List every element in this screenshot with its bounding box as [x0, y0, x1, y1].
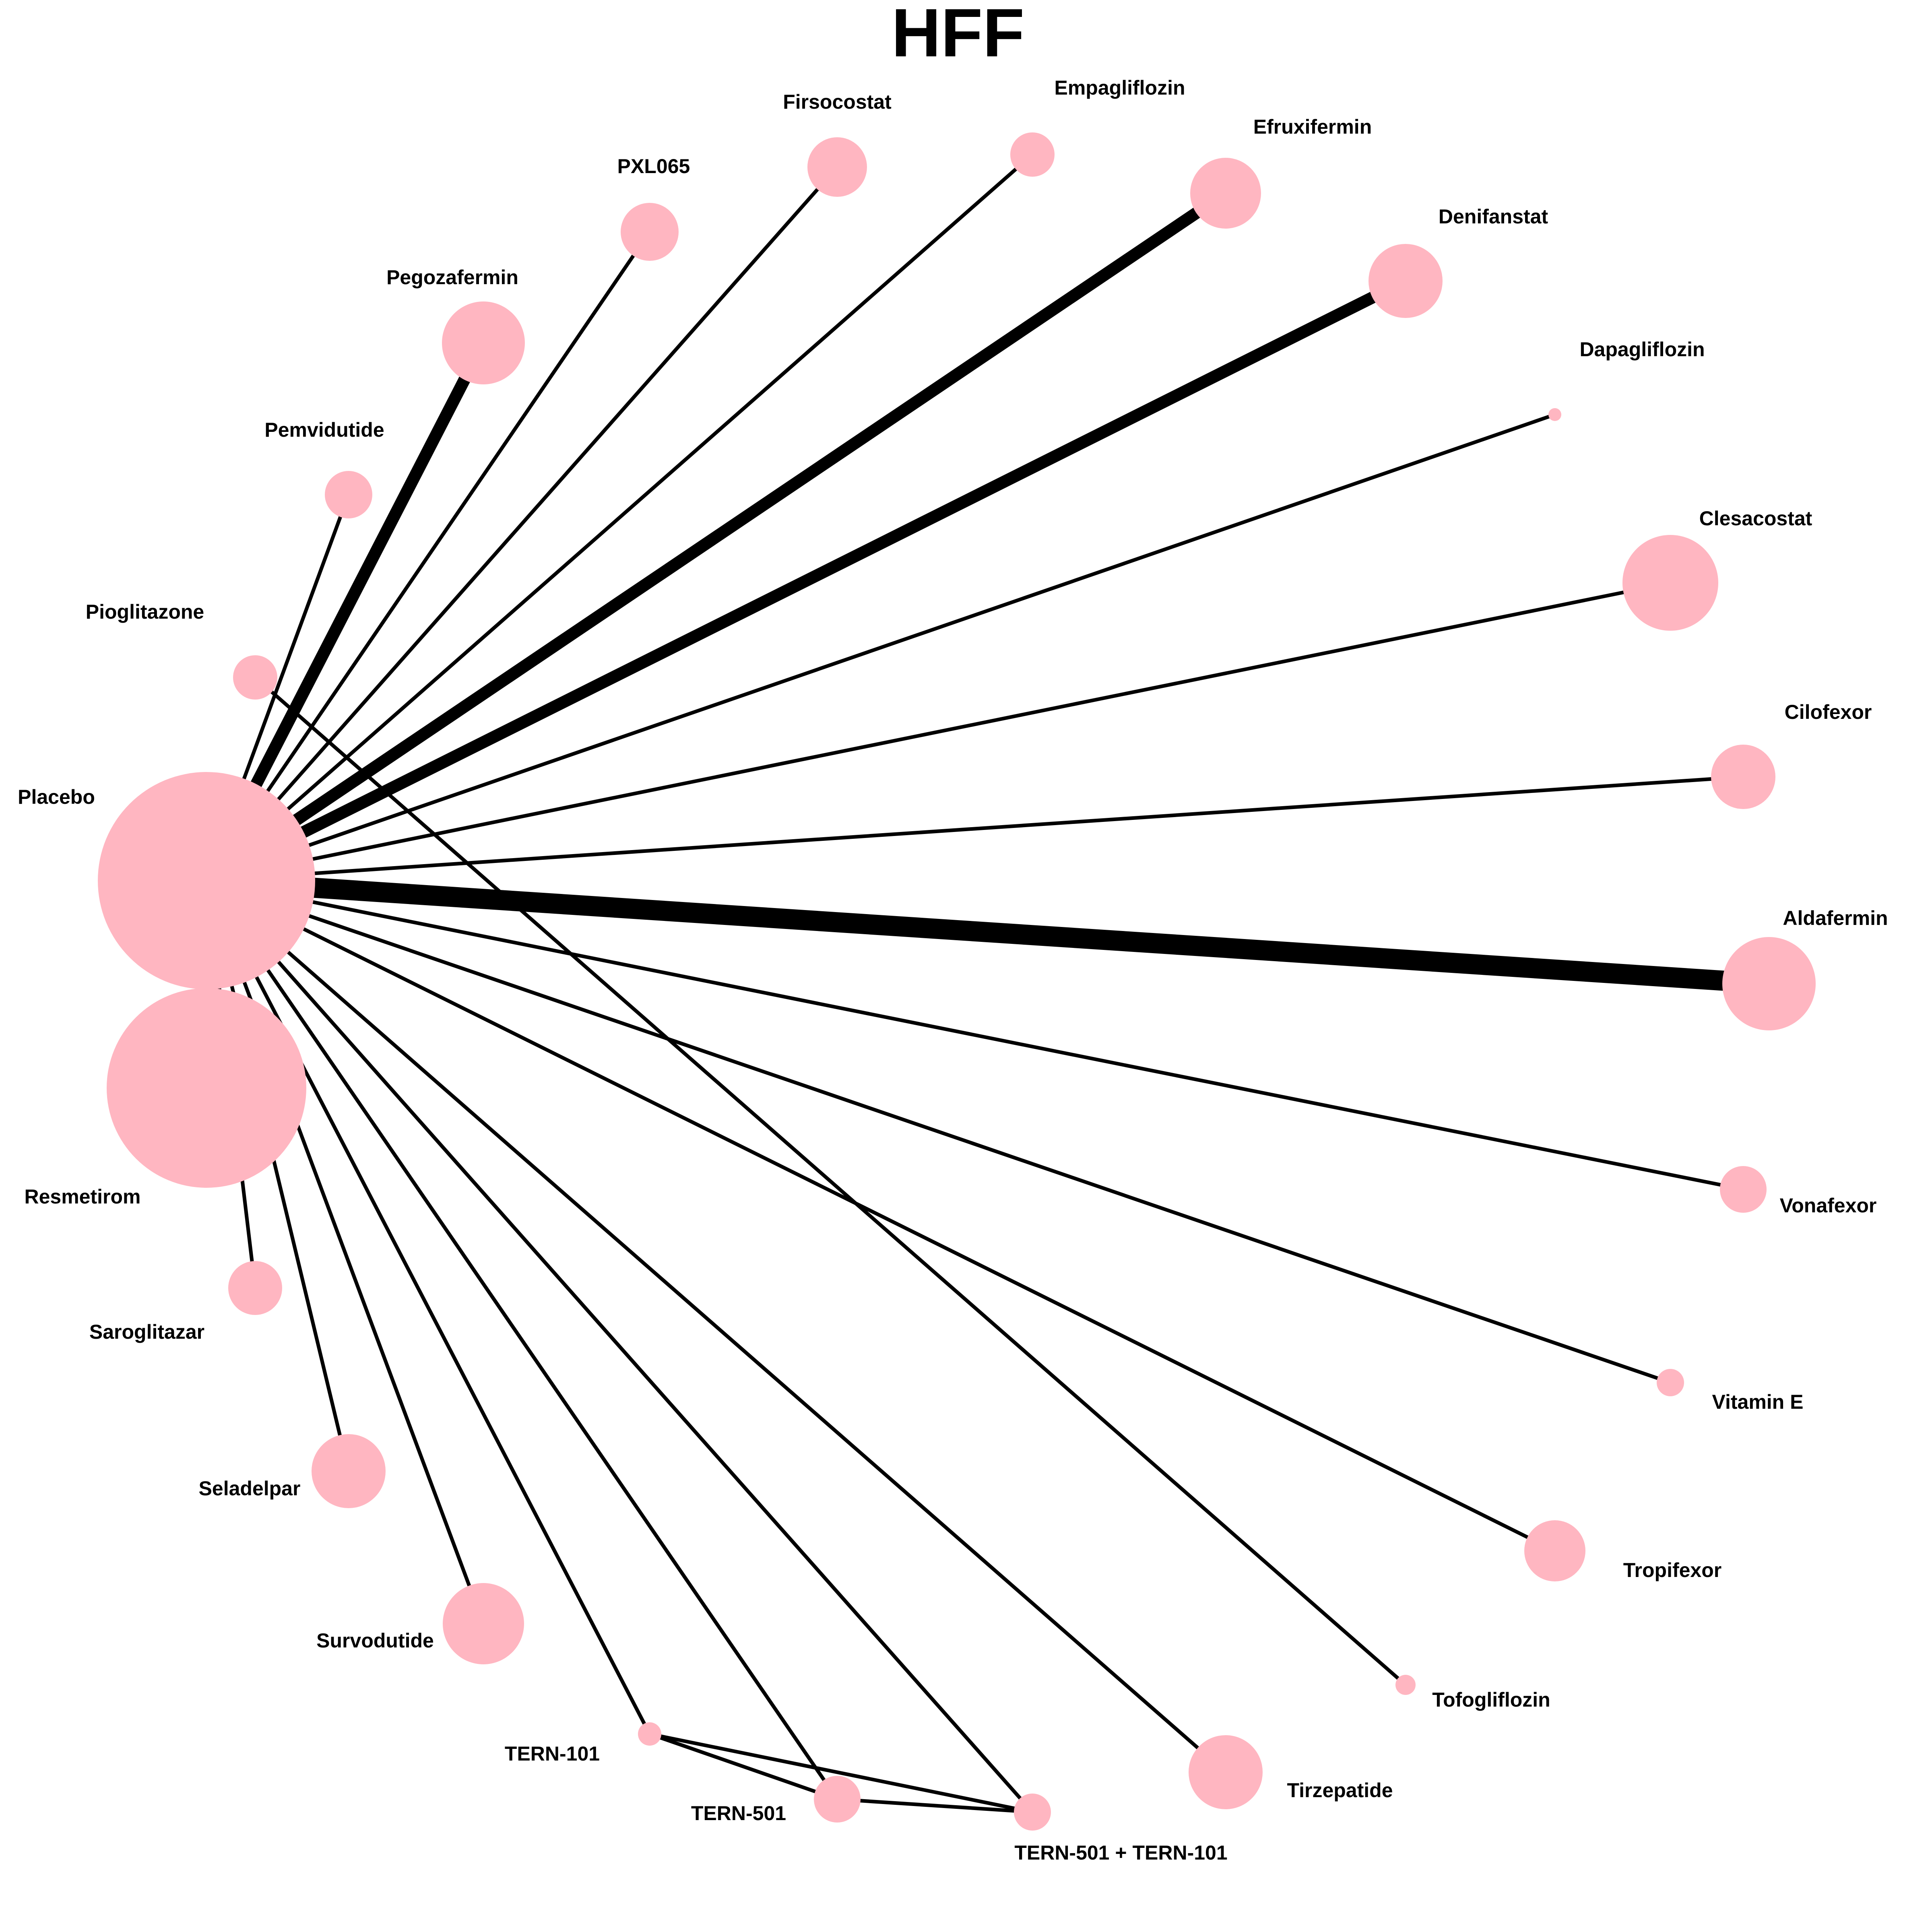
edge-tern101-tern501-101 — [649, 1732, 1033, 1814]
edge-placebo-vonafexor — [206, 879, 1744, 1191]
label-denifanstat: Denifanstat — [1439, 205, 1548, 228]
nodes — [98, 132, 1816, 1831]
node-empagliflozin — [1010, 132, 1055, 177]
edge-placebo-dapagliflozin — [206, 413, 1556, 883]
label-vonafexor: Vonafexor — [1780, 1194, 1877, 1217]
node-placebo — [98, 772, 315, 989]
node-labels: Placebo Resmetirom Saroglitazar Seladelp… — [18, 76, 1888, 1864]
node-tern501 — [814, 1776, 861, 1823]
edge-placebo-tern501-101 — [205, 879, 1034, 1813]
edge-placebo-pxl065 — [205, 231, 651, 882]
node-cilofexor — [1711, 745, 1775, 809]
node-saroglitazar — [228, 1261, 282, 1315]
node-vonafexor — [1720, 1166, 1767, 1213]
edge-placebo-survodutide — [204, 880, 485, 1624]
label-dapagliflozin: Dapagliflozin — [1579, 338, 1705, 361]
node-pemvidutide — [325, 471, 372, 518]
edge-placebo-clesacostat — [206, 581, 1671, 883]
edge-placebo-aldafermin — [206, 871, 1770, 994]
chart-title: HFF — [892, 0, 1024, 71]
node-efruxifermin — [1190, 158, 1261, 229]
label-tern501: TERN-501 — [691, 1802, 786, 1825]
node-clesacostat — [1622, 535, 1718, 631]
node-tofogliflozin — [1395, 1675, 1416, 1695]
node-tern501-101 — [1014, 1794, 1051, 1831]
node-tropifexor — [1524, 1520, 1585, 1581]
node-pegozafermin — [442, 301, 525, 384]
label-firsocostat: Firsocostat — [783, 91, 892, 113]
label-pemvidutide: Pemvidutide — [264, 419, 384, 441]
node-resmetirom — [107, 988, 306, 1188]
edge-placebo-tropifexor — [205, 879, 1556, 1553]
node-tirzepatide — [1189, 1735, 1263, 1809]
edge-placebo-vitamin-e — [206, 879, 1671, 1385]
label-vitamin-e: Vitamin E — [1712, 1391, 1804, 1413]
edge-placebo-empagliflozin — [205, 153, 1034, 882]
label-placebo: Placebo — [18, 786, 95, 808]
label-resmetirom: Resmetirom — [25, 1185, 141, 1208]
edge-placebo-efruxifermin — [203, 188, 1229, 886]
label-pegozafermin: Pegozafermin — [386, 266, 518, 289]
edge-placebo-cilofexor — [206, 775, 1744, 883]
node-firsocostat — [807, 137, 867, 197]
label-tropifexor: Tropifexor — [1623, 1559, 1721, 1581]
label-cilofexor: Cilofexor — [1785, 701, 1872, 723]
node-pxl065 — [621, 203, 679, 261]
label-tern101: TERN-101 — [505, 1742, 600, 1765]
edges — [201, 153, 1770, 1814]
node-tern101 — [638, 1722, 661, 1746]
node-dapagliflozin — [1548, 408, 1561, 421]
node-aldafermin — [1722, 937, 1816, 1030]
label-tofogliflozin: Tofogliflozin — [1432, 1688, 1550, 1711]
label-saroglitazar: Saroglitazar — [89, 1321, 204, 1343]
edge-placebo-tirzepatide — [205, 879, 1227, 1774]
edge-placebo-denifanstat — [204, 275, 1408, 886]
label-efruxifermin: Efruxifermin — [1253, 116, 1372, 138]
label-tirzepatide: Tirzepatide — [1287, 1779, 1393, 1802]
edge-tern501-tern501-101 — [837, 1797, 1033, 1814]
node-pioglitazone — [233, 655, 277, 700]
edge-pioglitazone-tofogliflozin — [254, 676, 1407, 1686]
edge-placebo-tern501 — [205, 879, 839, 1800]
label-pxl065: PXL065 — [617, 155, 690, 178]
label-seladelpar: Seladelpar — [199, 1477, 301, 1500]
node-vitamin-e — [1657, 1369, 1684, 1396]
label-survodutide: Survodutide — [316, 1629, 434, 1652]
label-aldafermin: Aldafermin — [1783, 907, 1888, 929]
label-clesacostat: Clesacostat — [1699, 507, 1812, 530]
node-survodutide — [443, 1583, 524, 1664]
label-tern501-101: TERN-501 + TERN-101 — [1014, 1841, 1227, 1864]
edge-placebo-firsocostat — [205, 166, 839, 882]
label-pioglitazone: Pioglitazone — [86, 601, 204, 623]
node-seladelpar — [312, 1434, 386, 1508]
edge-tern101-tern501 — [649, 1732, 838, 1801]
label-empagliflozin: Empagliflozin — [1055, 76, 1185, 99]
node-denifanstat — [1368, 244, 1443, 318]
